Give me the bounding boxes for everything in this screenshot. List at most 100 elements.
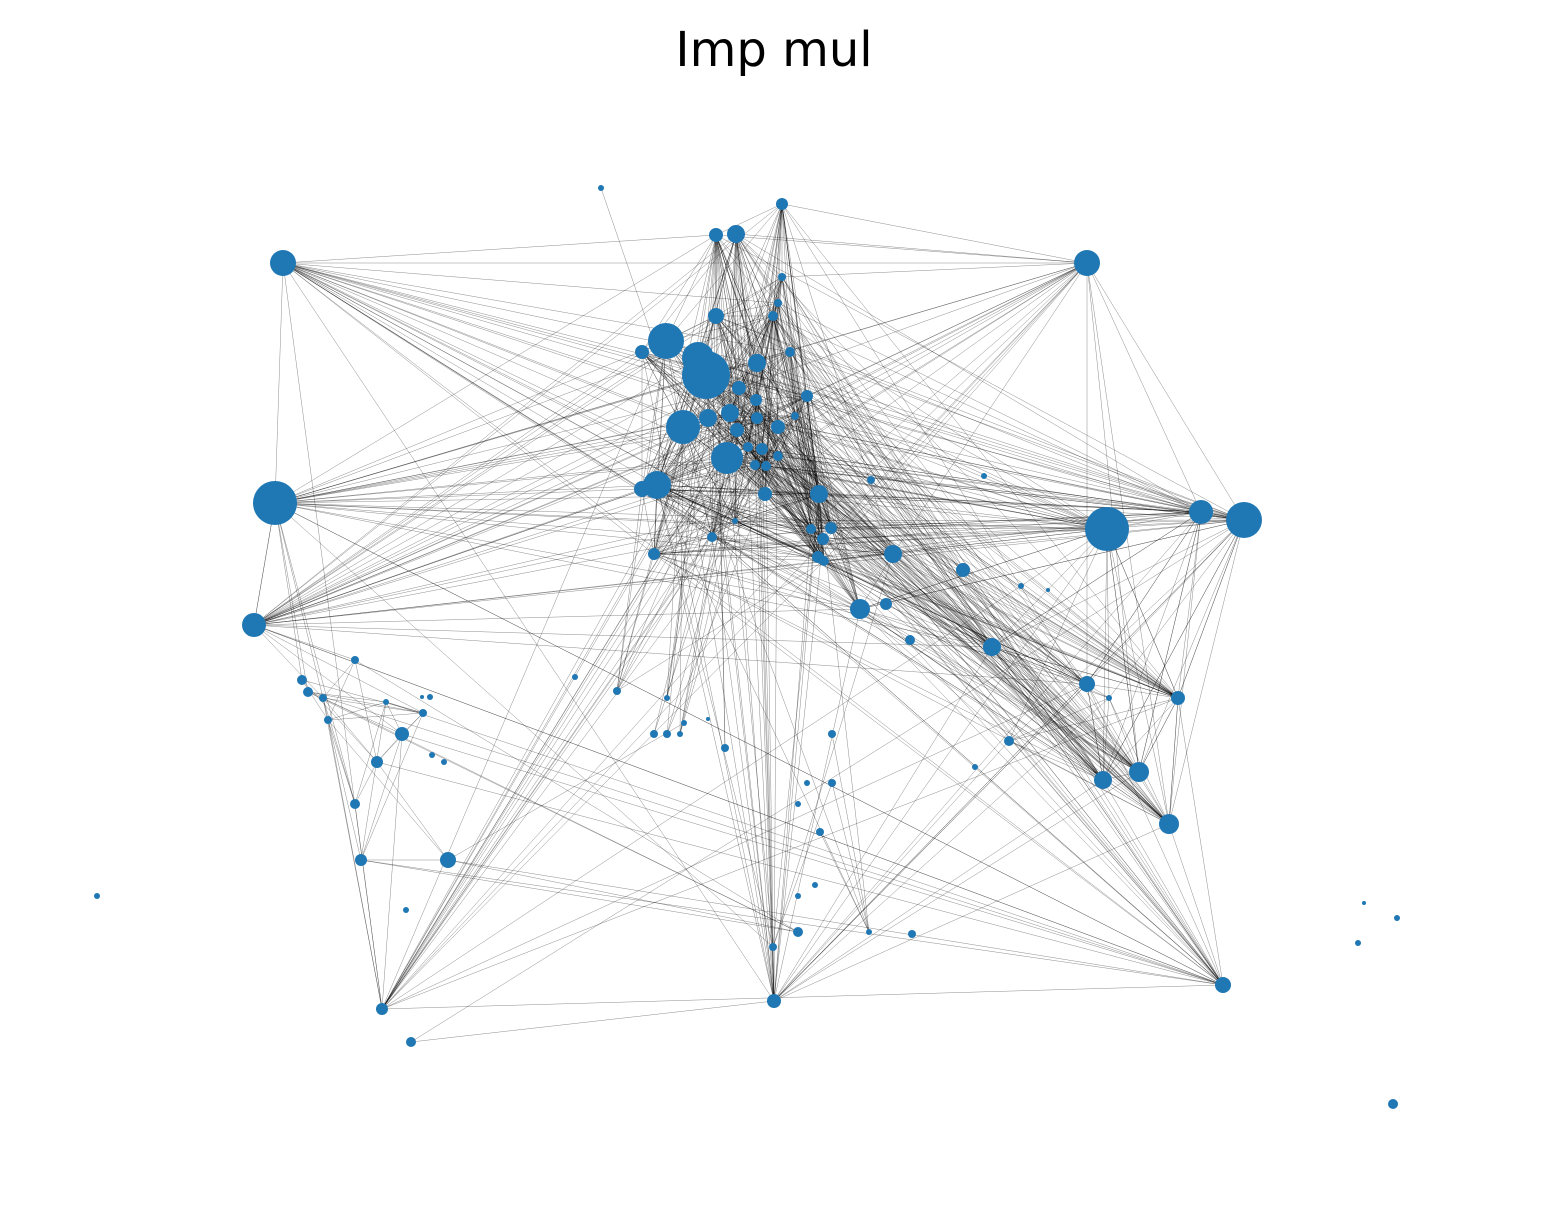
edge [682, 426, 812, 530]
edge [736, 362, 758, 431]
node [748, 354, 766, 372]
node [420, 695, 424, 699]
edge [679, 446, 749, 735]
edge [735, 233, 832, 529]
edge [641, 351, 812, 530]
node [664, 695, 670, 701]
edge [282, 262, 1104, 781]
node [242, 613, 266, 637]
edge [282, 262, 791, 353]
node [810, 485, 828, 503]
node [297, 675, 307, 685]
node [773, 451, 783, 461]
edge [789, 351, 1179, 699]
edge [381, 417, 758, 1010]
edge [641, 488, 820, 495]
edge [765, 351, 791, 467]
edge [653, 553, 861, 610]
edge [715, 234, 758, 419]
edge [253, 465, 767, 626]
edge [859, 528, 1108, 610]
edge [756, 362, 824, 540]
edge [641, 488, 1140, 773]
edge [755, 276, 783, 401]
edge [777, 455, 1104, 781]
edge [781, 203, 820, 495]
node [371, 756, 383, 768]
node [1355, 940, 1361, 946]
edge [754, 464, 1202, 513]
edge [991, 646, 1170, 825]
edge [822, 538, 993, 648]
edge [641, 351, 1170, 825]
edge [307, 691, 387, 703]
edge [656, 484, 993, 648]
edge [735, 233, 1202, 513]
edge [734, 519, 1245, 522]
edge [830, 527, 1170, 825]
edge [253, 387, 740, 626]
edge [761, 448, 1245, 521]
edge [777, 262, 1088, 457]
edge [327, 719, 356, 805]
edge [754, 399, 757, 466]
edge [726, 457, 1104, 781]
edge [274, 493, 820, 504]
edge [764, 426, 779, 495]
edge [777, 455, 825, 562]
edge [715, 234, 758, 364]
edge [1086, 683, 1224, 986]
node [730, 423, 744, 437]
edge [823, 262, 1088, 562]
node [427, 694, 433, 700]
edge [810, 528, 993, 648]
edge [734, 520, 1179, 699]
edge [754, 464, 832, 529]
edge [772, 553, 894, 948]
node [1394, 915, 1400, 921]
edge [735, 233, 1088, 264]
node [598, 185, 604, 191]
edge [653, 553, 825, 562]
edge [705, 374, 820, 495]
edge [772, 315, 1108, 530]
edge [777, 426, 861, 610]
edge [376, 761, 1224, 986]
edge [859, 608, 1224, 986]
edge [738, 387, 796, 417]
edge [773, 608, 861, 1002]
edge [747, 446, 766, 495]
edge [738, 387, 1108, 530]
edge [781, 276, 825, 562]
edge [747, 446, 820, 495]
edge [656, 315, 774, 486]
edge [777, 203, 783, 304]
edge [817, 493, 820, 558]
edge [697, 357, 1245, 521]
edge [756, 362, 1108, 530]
edge [410, 1000, 775, 1043]
node [572, 674, 578, 680]
edge [656, 315, 717, 486]
edge [892, 519, 1245, 555]
edge [711, 536, 993, 648]
edge [818, 493, 1202, 513]
edge [274, 484, 658, 504]
edge [734, 520, 824, 540]
edge [777, 395, 808, 457]
edge [282, 262, 812, 530]
edge [282, 234, 717, 264]
edge [711, 536, 894, 555]
node [1046, 588, 1050, 592]
edge [274, 502, 774, 948]
edge [777, 426, 1088, 685]
edge [1008, 528, 1108, 742]
edge [755, 399, 1224, 986]
edge [327, 719, 449, 861]
edge [679, 426, 684, 735]
node [1362, 901, 1366, 905]
edge [859, 519, 1245, 610]
edge [859, 608, 993, 648]
node [1106, 695, 1112, 701]
edge [765, 465, 819, 558]
